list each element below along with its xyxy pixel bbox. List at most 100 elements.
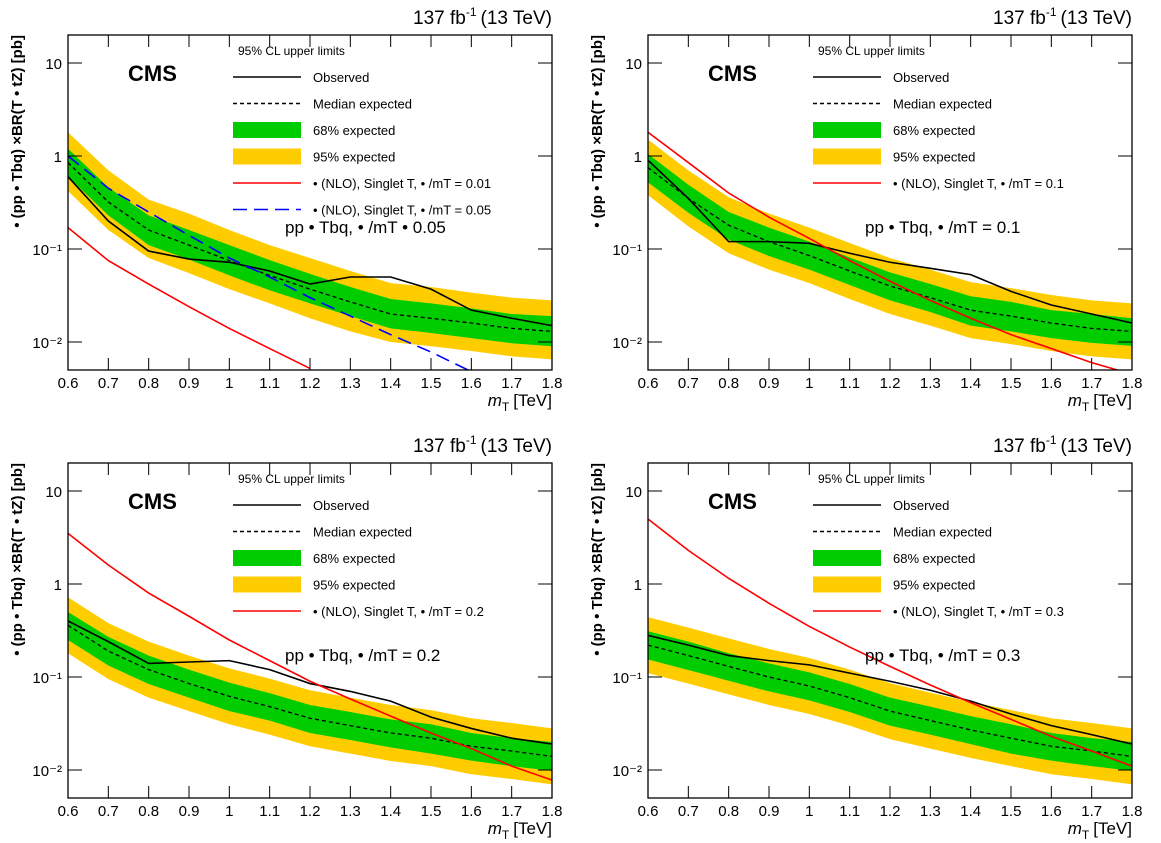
- x-axis-label: mT [TeV]: [1068, 391, 1132, 414]
- legend-swatch: [813, 122, 881, 138]
- x-label-main: m: [1068, 391, 1082, 410]
- line: [648, 518, 1132, 767]
- lumi-sup: -1: [466, 5, 477, 19]
- y-axis-label: • (pp • Tbq) ×BR(T • tZ) [pb]: [9, 463, 26, 656]
- x-tick-label: 1.1: [259, 375, 280, 392]
- x-tick-label: 1.4: [380, 803, 401, 820]
- legend-label: 68% expected: [313, 551, 395, 566]
- annotation: pp • Tbq, • /mT = 0.1: [865, 218, 1020, 237]
- x-tick-label: 0.6: [638, 375, 659, 392]
- lumi-sup: -1: [466, 433, 477, 447]
- line: [68, 226, 311, 370]
- y-tick-label: 10: [625, 484, 642, 501]
- line: [648, 159, 1132, 324]
- x-label-sub: T: [1082, 400, 1090, 414]
- x-tick-label: 1.7: [1081, 803, 1102, 820]
- y-tick-label: 10⁻²: [612, 335, 642, 352]
- x-axis-label: mT [TeV]: [488, 391, 552, 414]
- line: [648, 634, 1132, 745]
- legend-label: Observed: [893, 498, 949, 513]
- y-tick-label: 10⁻¹: [612, 670, 642, 687]
- band: [648, 631, 1132, 771]
- legend-label: Median expected: [893, 97, 992, 112]
- x-tick-label: 1.2: [300, 803, 321, 820]
- x-tick-label: 0.7: [678, 375, 699, 392]
- y-axis-label: • (pp • Tbq) ×BR(T • tZ) [pb]: [589, 35, 606, 228]
- x-tick-label: 1.8: [1122, 803, 1143, 820]
- band: [648, 154, 1132, 346]
- annotation: pp • Tbq, • /mT = 0.3: [865, 646, 1020, 665]
- legend-swatch: [813, 576, 881, 593]
- x-tick-label: 1: [805, 375, 813, 392]
- panel: 0.6 0.7 0.8 0.9 1 1.1 1.2 1.3 1.4 1.5 1.6 1.7 1.8 10⁻…: [589, 5, 1142, 414]
- y-tick-label: 10⁻¹: [612, 242, 642, 259]
- line: [68, 162, 552, 333]
- x-tick-label: 1.8: [542, 375, 563, 392]
- x-tick-label: 1.3: [340, 375, 361, 392]
- band: [68, 132, 552, 360]
- plot-area: [68, 132, 552, 370]
- x-tick-label: 0.9: [179, 803, 200, 820]
- x-label-main: m: [488, 819, 502, 838]
- experiment-label: CMS: [708, 489, 757, 514]
- lumi: 137 fb: [413, 436, 466, 457]
- x-label-unit: [TeV]: [513, 391, 552, 410]
- y-axis-label: • (pp • Tbq) ×BR(T • tZ) [pb]: [9, 35, 26, 228]
- experiment-label: CMS: [128, 61, 177, 86]
- x-axis-label: mT [TeV]: [1068, 819, 1132, 842]
- x-tick-label: 1.1: [839, 375, 860, 392]
- x-label-unit: [TeV]: [1093, 391, 1132, 410]
- x-tick-label: 0.7: [98, 803, 119, 820]
- plot-area: [648, 131, 1132, 370]
- y-tick-label: 10⁻²: [612, 763, 642, 780]
- line: [68, 176, 552, 327]
- line: [648, 167, 1132, 333]
- x-tick-label: 0.9: [179, 375, 200, 392]
- plot-area: [68, 532, 552, 785]
- x-tick-label: 0.8: [138, 375, 159, 392]
- line: [68, 532, 552, 781]
- lumi: 137 fb: [993, 8, 1046, 29]
- lumi-label: 137 fb-1 (13 TeV): [993, 5, 1132, 29]
- x-tick-label: 1.5: [421, 803, 442, 820]
- annotation: pp • Tbq, • /mT • 0.05: [285, 218, 446, 237]
- x-tick-label: 1.2: [300, 375, 321, 392]
- legend-label: 68% expected: [893, 551, 975, 566]
- experiment-label: CMS: [128, 489, 177, 514]
- legend-title: 95% CL upper limits: [238, 472, 345, 486]
- line: [648, 644, 1132, 758]
- legend-title: 95% CL upper limits: [238, 44, 345, 58]
- y-tick-label: 10⁻¹: [32, 670, 62, 687]
- line: [68, 620, 552, 745]
- y-tick-label: 1: [634, 149, 642, 166]
- x-tick-label: 1.5: [1001, 803, 1022, 820]
- x-tick-label: 1.2: [880, 375, 901, 392]
- experiment-label: CMS: [708, 61, 757, 86]
- x-label-main: m: [1068, 819, 1082, 838]
- x-tick-label: 1.8: [542, 803, 563, 820]
- legend-swatch: [233, 550, 301, 566]
- x-tick-label: 0.7: [98, 375, 119, 392]
- x-tick-label: 0.8: [138, 803, 159, 820]
- panel: 0.6 0.7 0.8 0.9 1 1.1 1.2 1.3 1.4 1.5 1.6 1.7 1.8 10⁻…: [589, 433, 1142, 842]
- legend-label: 95% expected: [893, 578, 975, 593]
- x-label-sub: T: [1082, 828, 1090, 842]
- x-tick-label: 1.4: [960, 375, 981, 392]
- legend-label: • (NLO), Singlet T, • /mT = 0.2: [313, 604, 484, 619]
- y-tick-label: 10⁻²: [32, 335, 62, 352]
- energy: (13 TeV): [1061, 8, 1132, 29]
- band: [68, 611, 552, 771]
- lumi-label: 137 fb-1 (13 TeV): [413, 5, 552, 29]
- legend-swatch: [813, 148, 881, 165]
- lumi-sup: -1: [1046, 5, 1057, 19]
- line: [68, 624, 552, 758]
- x-tick-label: 0.6: [58, 375, 79, 392]
- x-tick-label: 0.6: [58, 803, 79, 820]
- legend-label: Observed: [893, 70, 949, 85]
- x-axis-label: mT [TeV]: [488, 819, 552, 842]
- lumi-label: 137 fb-1 (13 TeV): [413, 433, 552, 457]
- y-tick-label: 10⁻¹: [32, 242, 62, 259]
- x-tick-label: 1: [805, 803, 813, 820]
- x-tick-label: 1.3: [920, 803, 941, 820]
